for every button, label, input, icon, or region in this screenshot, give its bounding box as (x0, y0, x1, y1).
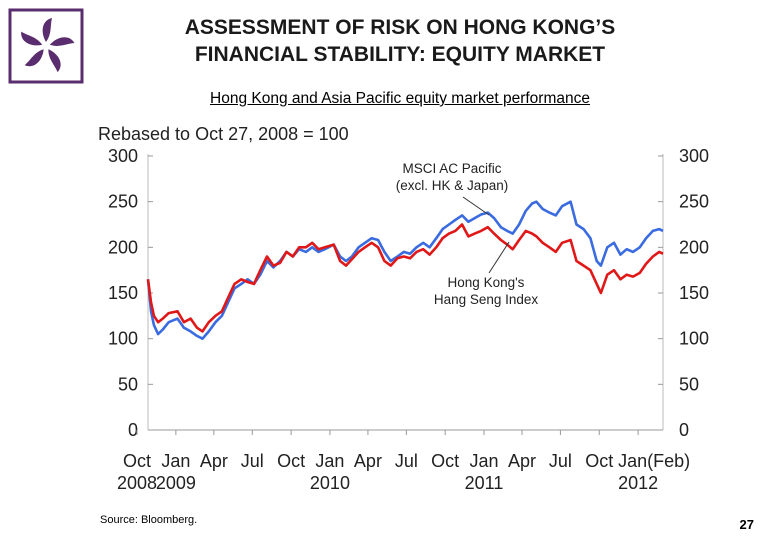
y-tick-label-right: 250 (679, 192, 709, 212)
y-tick-label-left: 250 (108, 192, 138, 212)
msci-annotation-line-2: (excl. HK & Japan) (396, 178, 509, 193)
y-tick-label-left: 200 (108, 237, 138, 257)
logo-border (8, 8, 84, 84)
x-tick-label: Jan (470, 451, 499, 471)
msci-annotation-line-1: MSCI AC Pacific (402, 161, 501, 176)
y-tick-label-left: 0 (128, 420, 138, 440)
x-tick-label: Jul (241, 451, 264, 471)
y-tick-label-right: 300 (679, 146, 709, 166)
x-tick-label: Apr (354, 451, 382, 471)
x-tick-label: Jan(Feb) (618, 451, 690, 471)
y-tick-label-right: 100 (679, 329, 709, 349)
x-year-label: 2010 (310, 473, 350, 493)
hsi-annotation-line-2: Hang Seng Index (434, 292, 539, 307)
source-note: Source: Bloomberg. (100, 514, 198, 526)
y-axis-label: Rebased to Oct 27, 2008 = 100 (98, 124, 349, 144)
x-year-label: 2012 (618, 473, 658, 493)
y-tick-label-right: 150 (679, 283, 709, 303)
x-tick-label: Jan (315, 451, 344, 471)
msci-annotation-pointer (462, 196, 490, 216)
x-tick-label: Oct (277, 451, 305, 471)
y-tick-label-right: 0 (679, 420, 689, 440)
x-tick-label: Oct (585, 451, 613, 471)
y-tick-label-left: 100 (108, 329, 138, 349)
title-line-2: FINANCIAL STABILITY: EQUITY MARKET (194, 43, 606, 66)
x-tick-label: Jul (395, 451, 418, 471)
x-tick-label: Oct (123, 451, 151, 471)
hsi-annotation-pointer (488, 241, 510, 274)
x-tick-label: Apr (200, 451, 228, 471)
bauhinia-flower-icon (21, 18, 75, 73)
y-tick-label-left: 300 (108, 146, 138, 166)
y-tick-label-right: 50 (679, 374, 699, 394)
x-year-label: 2009 (156, 473, 196, 493)
x-tick-label: Jan (161, 451, 190, 471)
x-tick-label: Apr (508, 451, 536, 471)
x-year-label: 2011 (465, 473, 504, 493)
y-tick-label-left: 150 (108, 283, 138, 303)
y-tick-label-left: 50 (118, 374, 138, 394)
bauhinia-logo (8, 8, 84, 84)
chart-subtitle: Hong Kong and Asia Pacific equity market… (210, 90, 590, 107)
x-year-label: 2008 (117, 473, 157, 493)
page-number: 27 (739, 517, 754, 532)
hsi-annotation-line-1: Hong Kong's (448, 275, 525, 290)
x-tick-label: Oct (431, 451, 459, 471)
x-tick-label: Jul (549, 451, 572, 471)
title-line-1: ASSESSMENT OF RISK ON HONG KONG’S (184, 16, 616, 39)
page-title: ASSESSMENT OF RISK ON HONG KONG’S FINANC… (100, 14, 700, 68)
y-tick-label-right: 200 (679, 237, 709, 257)
hang-seng-index-line (146, 223, 664, 333)
msci-ac-pacific-line (146, 200, 664, 340)
